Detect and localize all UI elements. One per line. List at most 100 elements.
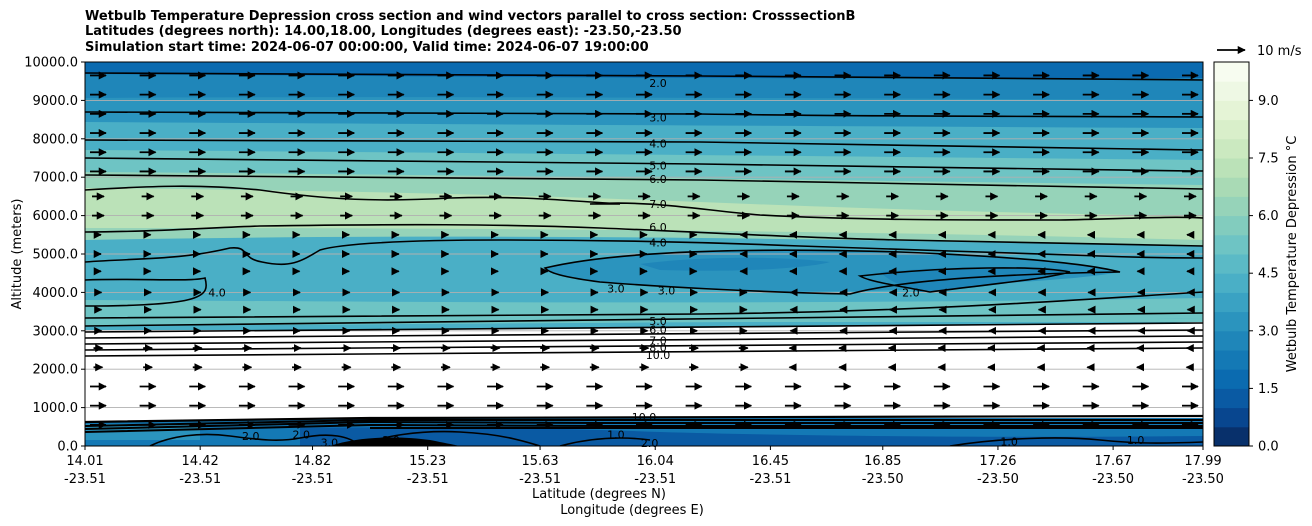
x-tick-label-lat: 15.63 xyxy=(521,454,558,469)
colorbar-swatch xyxy=(1214,330,1249,351)
colorbar-tick-label: 6.0 xyxy=(1258,209,1279,224)
contour-line-5-low xyxy=(85,312,1203,327)
y-axis-label: Altitude (meters) xyxy=(10,199,25,310)
chart-title-line-1: Wetbulb Temperature Depression cross sec… xyxy=(85,9,856,24)
colorbar-swatch xyxy=(1214,81,1249,101)
contour-line-3-core xyxy=(543,249,1121,295)
contour-label: 4.0 xyxy=(649,137,667,150)
colorbar: 0.0 1.5 3.0 4.5 6.0 7.5 9.0 xyxy=(1213,61,1279,455)
x-tick-label-lon: -23.50 xyxy=(977,472,1019,487)
y-tick-label: 2000.0 xyxy=(33,363,79,378)
colorbar-swatch xyxy=(1214,407,1249,428)
colorbar-swatch xyxy=(1214,369,1249,389)
colorbar-swatch xyxy=(1214,138,1249,159)
colorbar-swatch xyxy=(1214,273,1249,293)
y-tick-label: 1000.0 xyxy=(33,401,79,416)
x-tick-label-lon: -23.51 xyxy=(64,472,106,487)
contour-label: 10.0 xyxy=(646,349,671,362)
contour-label: 5.0 xyxy=(649,315,667,328)
contour-black-block xyxy=(330,437,460,446)
y-tick-label: 7000.0 xyxy=(33,171,79,186)
contour-label: 7.0 xyxy=(649,334,667,347)
contour-label: 8.0 xyxy=(649,341,667,354)
colorbar-swatch xyxy=(1214,388,1249,409)
colorbar-swatch xyxy=(1214,234,1249,255)
y-axis: 0.0 1000.0 2000.0 3000.0 4000.0 5000.0 6000.0 7… xyxy=(24,56,85,455)
contour-label: 6.0 xyxy=(649,221,667,234)
x-tick-label-lon: -23.51 xyxy=(749,472,791,487)
colorbar-label: Wetbulb Temperature Depression °C xyxy=(1285,136,1300,373)
colorbar-tick-label: 9.0 xyxy=(1258,94,1279,109)
contour-label: 6.0 xyxy=(649,173,667,186)
contour-line-2-east xyxy=(857,267,1071,293)
plot-area xyxy=(85,62,1203,446)
colorbar-swatch xyxy=(1214,62,1249,82)
contour-label: 2.0 xyxy=(293,428,311,441)
colorbar-swatch xyxy=(1214,426,1249,447)
contour-line-6-low xyxy=(85,322,1203,333)
x-tick-label-lat: 17.99 xyxy=(1184,454,1221,469)
contour-line-1-east xyxy=(949,437,1203,446)
contour-line-boundary-stack xyxy=(85,419,1203,433)
x-tick-label-lat: 16.45 xyxy=(752,454,789,469)
contour-line-7 xyxy=(85,185,1203,221)
x-tick-label-lat: 14.82 xyxy=(294,454,331,469)
filled-band-very-moist xyxy=(640,257,830,271)
x-tick-label-lon: -23.51 xyxy=(519,472,561,487)
contour-label: 3.0 xyxy=(321,437,339,450)
colorbar-swatch xyxy=(1214,177,1249,197)
y-tick-label: 3000.0 xyxy=(33,324,79,339)
contour-label: 1.0 xyxy=(1000,435,1018,448)
colorbar-swatch xyxy=(1214,158,1249,178)
x-tick-label-lon: -23.51 xyxy=(292,472,334,487)
x-tick-label-lon: -23.50 xyxy=(862,472,904,487)
filled-contours xyxy=(85,62,1203,446)
colorbar-swatch xyxy=(1214,292,1249,313)
colorbar-frame xyxy=(1213,61,1250,447)
colorbar-swatch xyxy=(1214,254,1249,274)
contour-label: 2.0 xyxy=(902,286,920,299)
x-tick-label-lat: 14.01 xyxy=(66,454,103,469)
contour-label: 2.0 xyxy=(641,437,659,450)
x-tick-label-lat: 16.85 xyxy=(864,454,901,469)
x-tick-label-lon: -23.50 xyxy=(1092,472,1134,487)
contour-label: 1.0 xyxy=(607,428,625,441)
colorbar-swatch xyxy=(1214,215,1249,236)
y-tick-label: 9000.0 xyxy=(33,94,79,109)
contour-labels: 2.03.04.05.06.07.06.04.03.0 3.04.0 2.05.06… xyxy=(208,77,1144,450)
x-axis: 14.01 -23.51 14.42 -23.51 14.82 -23.51 15.23 -2… xyxy=(64,446,1224,487)
contour-label: 4.0 xyxy=(649,236,667,249)
quiver-key-label: 10 m/s xyxy=(1257,44,1302,59)
x-tick-label-lat: 15.23 xyxy=(409,454,446,469)
x-tick-label-lat: 17.67 xyxy=(1095,454,1132,469)
contour-line-6-upper xyxy=(85,174,1203,190)
contour-label: 2.0 xyxy=(382,434,400,447)
contour-label: 10.0 xyxy=(632,411,657,424)
filled-band-east-moist xyxy=(880,267,1070,292)
y-tick-label: 10000.0 xyxy=(24,56,78,71)
x-tick-label-lat: 17.26 xyxy=(979,454,1016,469)
x-tick-label-lon: -23.51 xyxy=(407,472,449,487)
colorbar-swatch xyxy=(1214,196,1249,217)
x-tick-label-lat: 14.42 xyxy=(182,454,219,469)
x-tick-label-lon: -23.51 xyxy=(634,472,676,487)
colorbar-swatch xyxy=(1214,119,1249,140)
x-tick-label-lon: -23.51 xyxy=(179,472,221,487)
contour-line-5-dry xyxy=(85,291,1203,319)
contour-line-10-boundary xyxy=(85,414,1203,424)
contour-label: 7.0 xyxy=(649,198,667,211)
colorbar-tick-label: 7.5 xyxy=(1258,152,1279,167)
y-tick-label: 6000.0 xyxy=(33,209,79,224)
contour-label: 3.0 xyxy=(649,112,667,125)
x-tick-label-lat: 16.04 xyxy=(637,454,674,469)
colorbar-tick-label: 1.5 xyxy=(1258,382,1279,397)
contour-label: 2.0 xyxy=(649,77,667,90)
colorbar-tick-label: 0.0 xyxy=(1258,440,1279,455)
x-axis-label-2: Longitude (degrees E) xyxy=(560,503,704,518)
contour-label: 2.0 xyxy=(242,430,260,443)
colorbar-tick-label: 4.5 xyxy=(1258,267,1279,282)
contour-label: 5.0 xyxy=(649,160,667,173)
y-tick-label: 0.0 xyxy=(57,440,78,455)
chart-title-line-3: Simulation start time: 2024-06-07 00:00:… xyxy=(85,40,649,55)
